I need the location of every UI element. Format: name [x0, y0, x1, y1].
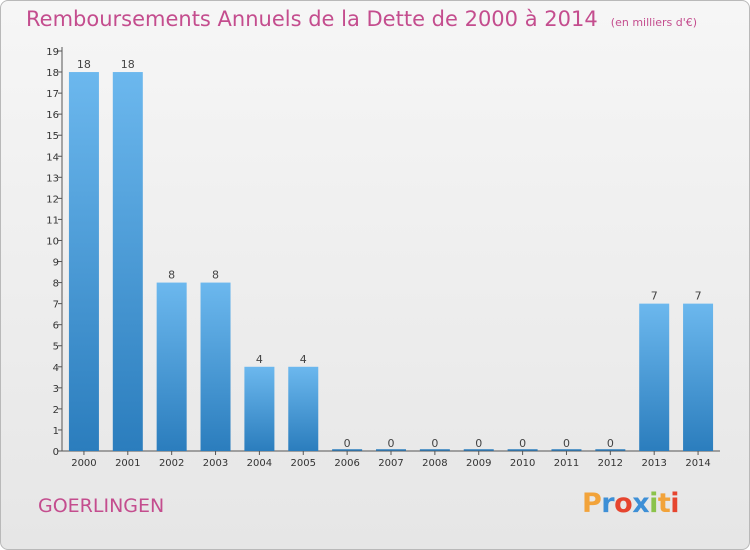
x-tick-label: 2005	[291, 458, 316, 469]
y-tick-label: 12	[46, 194, 59, 205]
y-tick-label: 10	[46, 236, 59, 247]
data-label: 0	[344, 437, 351, 450]
y-tick-label: 17	[46, 89, 59, 100]
bar	[683, 303, 714, 451]
x-tick-label: 2012	[598, 458, 623, 469]
chart-subtitle: (en milliers d'€)	[610, 16, 698, 29]
y-tick-label: 7	[53, 300, 59, 311]
x-tick-label: 2001	[115, 458, 140, 469]
logo-letter: o	[614, 488, 633, 519]
x-tick-label: 2003	[203, 458, 228, 469]
bar	[639, 303, 670, 451]
x-tick-label: 2000	[71, 458, 96, 469]
logo-letter: r	[601, 488, 615, 519]
x-tick-label: 2009	[466, 458, 491, 469]
chart-header: Remboursements Annuels de la Dette de 20…	[26, 7, 697, 31]
y-tick-label: 0	[53, 447, 59, 458]
bar	[68, 72, 99, 451]
bar	[156, 282, 187, 451]
data-label: 7	[695, 290, 702, 303]
logo-letter: x	[632, 488, 650, 519]
x-tick-label: 2007	[378, 458, 403, 469]
logo-letter: i	[649, 488, 658, 519]
y-tick-label: 1	[53, 426, 59, 437]
x-tick-label: 2002	[159, 458, 184, 469]
data-label: 0	[431, 437, 438, 450]
y-tick-label: 13	[46, 173, 59, 184]
y-tick-label: 3	[53, 384, 59, 395]
y-tick-label: 14	[46, 152, 59, 163]
x-tick-label: 2014	[685, 458, 710, 469]
x-tick-label: 2013	[641, 458, 666, 469]
data-label: 0	[563, 437, 570, 450]
y-tick-label: 8	[53, 279, 59, 290]
data-label: 8	[168, 269, 175, 282]
y-tick-label: 5	[53, 342, 59, 353]
x-tick-label: 2008	[422, 458, 447, 469]
data-label: 4	[300, 353, 307, 366]
y-tick-label: 11	[46, 215, 59, 226]
x-tick-label: 2004	[247, 458, 272, 469]
data-label: 18	[77, 58, 91, 71]
y-tick-label: 18	[46, 68, 59, 79]
chart-bars	[68, 72, 714, 451]
x-tick-label: 2011	[554, 458, 579, 469]
logo-letter: P	[582, 488, 602, 519]
data-label: 8	[212, 269, 219, 282]
x-tick-label: 2010	[510, 458, 535, 469]
data-label: 0	[519, 437, 526, 450]
bar	[244, 366, 275, 451]
y-tick-label: 19	[46, 47, 59, 58]
y-tick-label: 2	[53, 405, 59, 416]
data-label: 0	[388, 437, 395, 450]
y-tick-label: 4	[53, 363, 59, 374]
chart-title: Remboursements Annuels de la Dette de 20…	[26, 7, 598, 31]
logo-letter: i	[670, 488, 680, 519]
x-tick-label: 2006	[334, 458, 359, 469]
data-label: 0	[607, 437, 614, 450]
logo-letter: t	[657, 488, 671, 519]
bar	[112, 72, 143, 451]
y-tick-label: 15	[46, 131, 59, 142]
y-tick-label: 16	[46, 110, 59, 121]
bar	[200, 282, 231, 451]
data-label: 0	[475, 437, 482, 450]
bar	[288, 366, 319, 451]
data-label: 7	[651, 290, 658, 303]
data-label: 18	[121, 58, 135, 71]
commune-name: GOERLINGEN	[38, 495, 165, 517]
y-tick-label: 6	[53, 321, 59, 332]
chart-labels: 2000 18 2001 18 2002 8 2003 8 2004 4 2005 4 2006 0 200…	[71, 58, 711, 469]
proxiti-logo: Proxiti	[582, 488, 680, 519]
y-tick-label: 9	[53, 258, 59, 269]
data-label: 4	[256, 353, 263, 366]
